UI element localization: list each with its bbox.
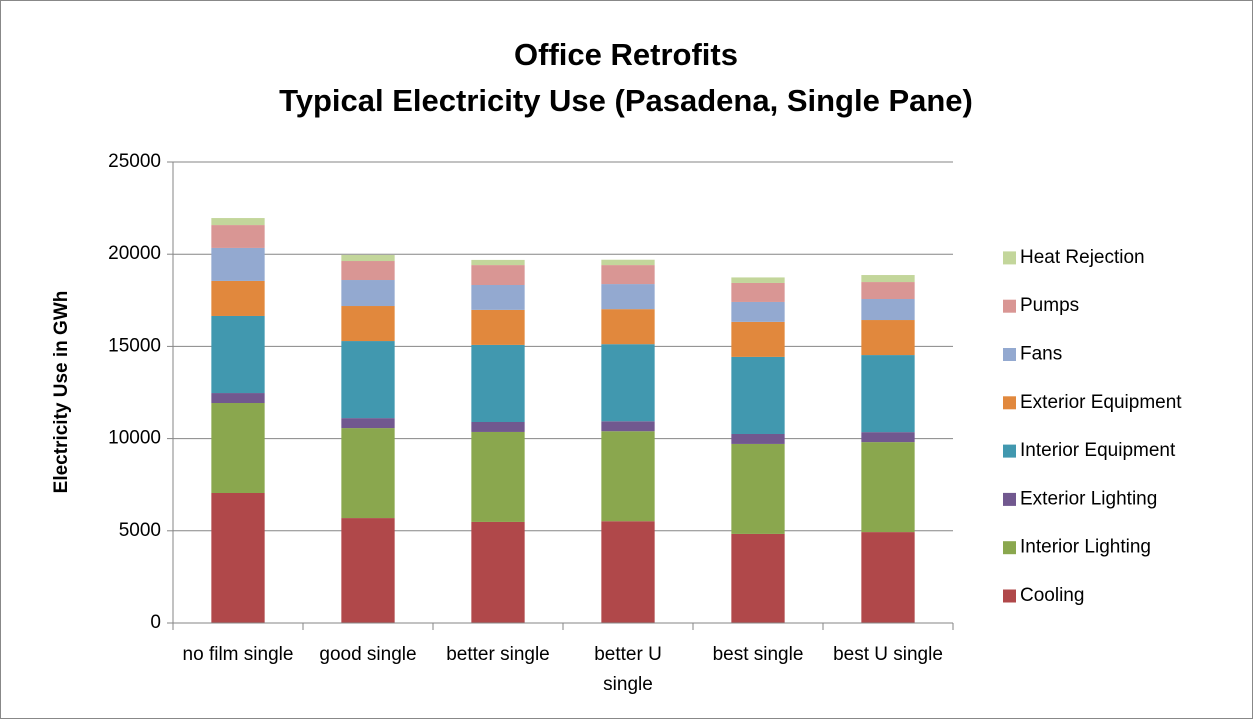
- bar-segment: [601, 259, 655, 266]
- legend-label: Exterior Equipment: [1020, 392, 1182, 413]
- legend-label: Cooling: [1020, 585, 1084, 606]
- bar-segment: [601, 309, 655, 345]
- bar-segment: [601, 265, 655, 285]
- bar-segment: [861, 442, 915, 533]
- bar-segment: [471, 422, 525, 432]
- bar-segment: [601, 431, 655, 522]
- y-tick-label: 15000: [108, 335, 161, 356]
- bar-segment: [211, 280, 265, 316]
- bar-segment: [341, 261, 395, 281]
- bar-segment: [731, 533, 785, 623]
- bar-segment: [211, 315, 265, 394]
- bar-segment: [211, 403, 265, 493]
- bar-segment: [341, 428, 395, 519]
- y-axis-label: Electricity Use in GWh: [51, 291, 72, 494]
- y-tick-label: 25000: [108, 151, 161, 172]
- bar-segment: [341, 306, 395, 342]
- bar-segment: [211, 225, 265, 248]
- bar-segment: [341, 254, 395, 262]
- legend-label: Interior Equipment: [1020, 440, 1176, 461]
- x-tick-label: better single: [446, 644, 550, 665]
- x-tick-label: best single: [713, 644, 804, 665]
- bar-segment: [211, 393, 265, 404]
- y-tick-label: 5000: [119, 520, 161, 541]
- bar-segment: [601, 421, 655, 432]
- legend-label: Interior Lighting: [1020, 537, 1151, 558]
- x-tick-label: no film single: [183, 644, 294, 665]
- bar-segment: [731, 321, 785, 357]
- legend-swatch: [1003, 589, 1016, 603]
- bar-segment: [471, 521, 525, 623]
- legend-label: Fans: [1020, 344, 1062, 365]
- bar-segment: [211, 247, 265, 281]
- legend-swatch: [1003, 541, 1016, 555]
- bar-segment: [861, 299, 915, 321]
- bar-segment: [731, 356, 785, 434]
- bar-segment: [731, 277, 785, 283]
- y-tick-label: 0: [150, 612, 161, 633]
- chart-title: Office Retrofits: [514, 37, 738, 72]
- legend-swatch: [1003, 444, 1016, 458]
- bar-segment: [471, 431, 525, 522]
- bar-segment: [341, 518, 395, 623]
- x-tick-label: best U single: [833, 644, 943, 665]
- bar-segment: [601, 284, 655, 310]
- legend-swatch: [1003, 251, 1016, 265]
- bar-segment: [731, 282, 785, 302]
- legend-swatch: [1003, 492, 1016, 506]
- bar-segment: [341, 280, 395, 307]
- bar-segment: [471, 284, 525, 310]
- bar-segment: [341, 341, 395, 419]
- bar-segment: [471, 265, 525, 285]
- bar-segment: [731, 443, 785, 534]
- legend-swatch: [1003, 348, 1016, 361]
- y-tick-label: 20000: [108, 243, 161, 264]
- legend-label: Exterior Lighting: [1020, 488, 1157, 509]
- bar-segment: [861, 282, 915, 300]
- bar-segment: [731, 301, 785, 322]
- bar-segment: [861, 275, 915, 283]
- legend-swatch: [1003, 396, 1016, 410]
- chart-subtitle: Typical Electricity Use (Pasadena, Singl…: [279, 83, 973, 118]
- bar-segment: [601, 344, 655, 422]
- bar-segment: [861, 355, 915, 433]
- bar-segment: [471, 259, 525, 266]
- bar-segment: [211, 492, 265, 623]
- bar-segment: [731, 433, 785, 444]
- bar-segment: [341, 418, 395, 429]
- x-tick-label: good single: [319, 644, 416, 665]
- y-tick-label: 10000: [108, 428, 161, 449]
- bar-segment: [601, 521, 655, 623]
- legend-swatch: [1003, 299, 1016, 313]
- bar-segment: [471, 309, 525, 345]
- bar-segment: [861, 320, 915, 356]
- bar-segment: [211, 218, 265, 226]
- legend-label: Heat Rejection: [1020, 247, 1145, 268]
- bar-segment: [471, 344, 525, 423]
- bar-segment: [861, 432, 915, 443]
- legend-label: Pumps: [1020, 295, 1079, 316]
- bar-segment: [861, 532, 915, 623]
